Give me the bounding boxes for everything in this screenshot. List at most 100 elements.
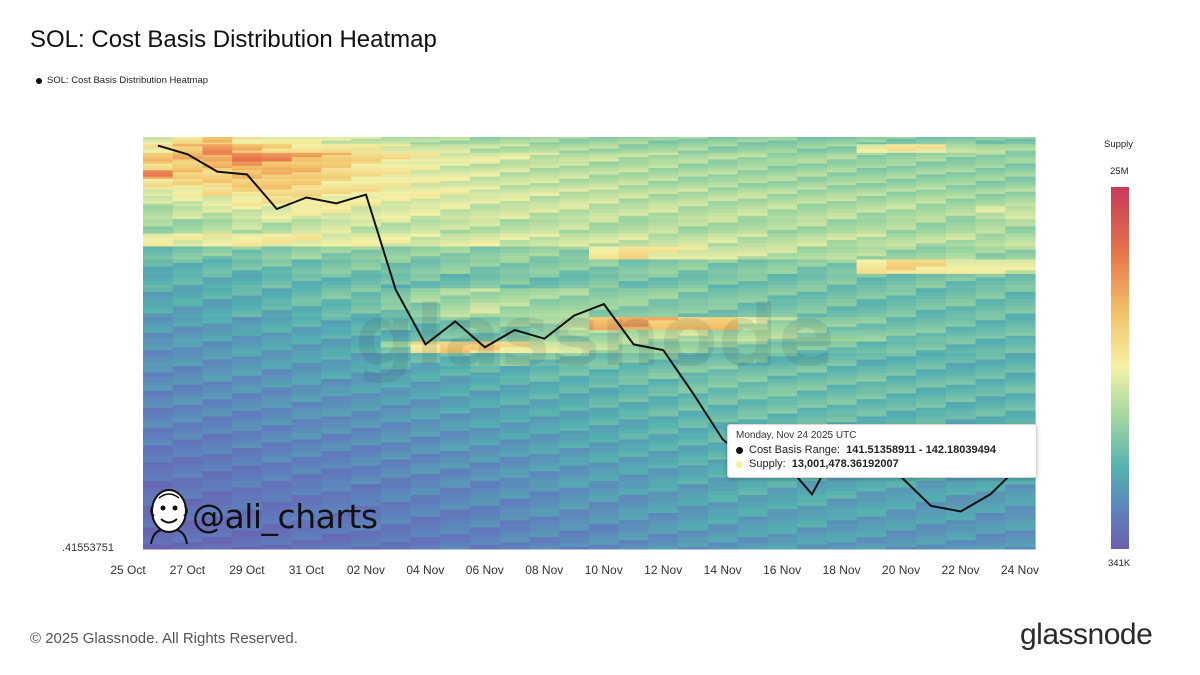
heatmap-cell [172, 533, 204, 538]
heatmap-cell [707, 477, 739, 482]
heatmap-cell [678, 430, 709, 435]
heatmap-cell [1005, 189, 1036, 193]
heatmap-cell [886, 372, 917, 377]
heatmap-cell [678, 270, 709, 275]
heatmap-cell [589, 422, 620, 426]
heatmap-cell [826, 152, 858, 156]
heatmap-cell [856, 185, 887, 188]
heatmap-cell [529, 299, 560, 304]
heatmap-cell [797, 494, 828, 500]
heatmap-cell [291, 390, 322, 394]
heatmap-cell [410, 477, 441, 482]
heatmap-cell [202, 407, 233, 412]
heatmap-cell [945, 209, 977, 214]
heatmap-cell [143, 422, 174, 426]
heatmap-cell [618, 157, 650, 160]
heatmap-cell [410, 163, 441, 167]
heatmap-cell [440, 344, 471, 348]
heatmap-cell [559, 422, 590, 426]
heatmap-cell [172, 140, 204, 143]
heatmap-cell [172, 273, 204, 278]
heatmap-cell [1005, 379, 1036, 383]
heatmap-cell [797, 480, 828, 485]
heatmap-cell [1005, 544, 1036, 548]
heatmap-cell [707, 150, 739, 154]
heatmap-cell [499, 295, 531, 300]
heatmap-cell [678, 335, 709, 340]
heatmap-cell [351, 468, 382, 472]
heatmap-cell [261, 176, 293, 180]
heatmap-cell [291, 350, 322, 354]
heatmap-cell [440, 176, 471, 180]
heatmap-cell [172, 161, 204, 165]
heatmap-cell [470, 306, 501, 311]
heatmap-cell [380, 425, 412, 429]
heatmap-cell [648, 381, 679, 386]
heatmap-cell [559, 491, 590, 496]
heatmap-cell [589, 509, 620, 514]
heatmap-cell [380, 191, 412, 195]
heatmap-cell [529, 226, 560, 231]
heatmap-cell [559, 546, 590, 550]
heatmap-cell [143, 390, 174, 394]
heatmap-cell [648, 249, 679, 254]
heatmap-cell [1005, 138, 1036, 142]
heatmap-cell [261, 498, 293, 503]
heatmap-cell [916, 140, 947, 143]
heatmap-cell [707, 198, 739, 202]
heatmap-cell [678, 189, 709, 193]
heatmap-cell [440, 484, 471, 489]
heatmap-cell [380, 344, 412, 348]
heatmap-cell [856, 176, 887, 180]
heatmap-cell [737, 396, 768, 400]
heatmap-cell [232, 157, 263, 160]
heatmap-cell [470, 226, 501, 231]
heatmap-cell [797, 140, 828, 143]
heatmap-cell [886, 281, 917, 286]
heatmap-cell [737, 353, 768, 357]
heatmap-cell [470, 180, 501, 184]
heatmap-cell [767, 161, 798, 165]
heatmap-cell [172, 387, 204, 392]
heatmap-cell [975, 390, 1006, 394]
heatmap-cell [232, 249, 263, 254]
heatmap-cell [945, 277, 977, 282]
heatmap-cell [856, 152, 887, 156]
heatmap-cell [321, 402, 352, 406]
heatmap-cell [945, 537, 977, 541]
heatmap-cell [737, 335, 768, 340]
heatmap-cell [856, 317, 887, 321]
chart-legend[interactable]: SOL: Cost Basis Distribution Heatmap [36, 75, 208, 86]
heatmap-cell [232, 359, 263, 364]
heatmap-cell [916, 161, 947, 165]
heatmap-cell [618, 372, 650, 377]
heatmap-cell [559, 407, 590, 412]
heatmap-cell [797, 198, 828, 202]
heatmap-cell [440, 427, 471, 432]
heatmap-cell [321, 390, 352, 394]
heatmap-cell [559, 176, 590, 180]
heatmap-cell [767, 399, 798, 403]
heatmap-cell [945, 338, 977, 343]
heatmap-cell [499, 201, 531, 205]
heatmap-cell [529, 155, 560, 158]
heatmap-cell [737, 422, 768, 426]
heatmap-cell [440, 219, 471, 224]
heatmap-cell [202, 313, 233, 318]
heatmap-cell [589, 263, 620, 268]
heatmap-cell [470, 252, 501, 257]
heatmap-cell [499, 471, 531, 475]
heatmap-cell [856, 502, 887, 507]
heatmap-cell [470, 453, 501, 458]
heatmap-cell [648, 477, 679, 482]
heatmap-cell [351, 150, 382, 154]
heatmap-cell [797, 546, 828, 550]
heatmap-cell [916, 323, 947, 328]
heatmap-cell [143, 299, 174, 304]
heatmap-cell [143, 359, 174, 364]
heatmap-cell [678, 537, 709, 541]
heatmap-cell [916, 185, 947, 188]
heatmap-cell [648, 189, 679, 193]
heatmap-cell [529, 396, 560, 400]
